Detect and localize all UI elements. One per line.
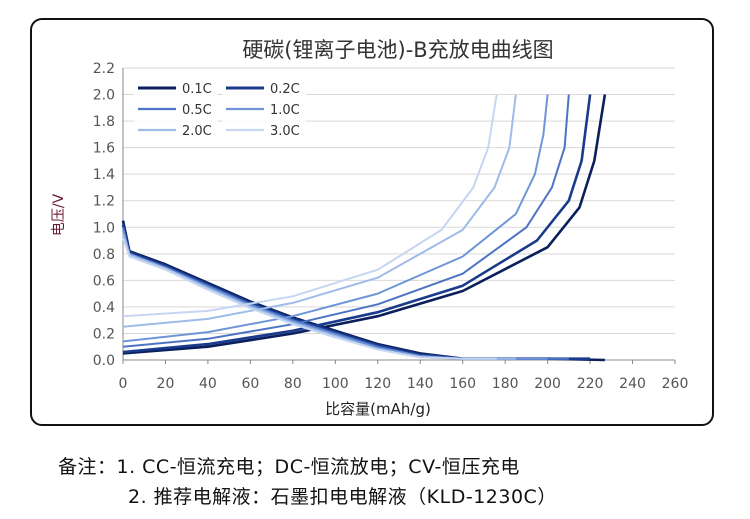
y-tick-label: 2.0 xyxy=(93,88,115,104)
charge-curve-0.1C xyxy=(122,94,607,355)
y-tick-label: 0.2 xyxy=(93,326,115,342)
x-tick-label: 120 xyxy=(364,376,391,392)
legend-label-1.0C: 1.0C xyxy=(270,103,300,118)
y-tick-label: 0.6 xyxy=(93,273,115,289)
y-tick-label: 1.4 xyxy=(93,167,115,183)
charge-curve-0.2C xyxy=(122,94,592,354)
discharge-curve-1.0C xyxy=(122,229,548,360)
charge-curve-1.0C xyxy=(122,94,549,343)
legend-label-2.0C: 2.0C xyxy=(182,124,212,139)
note-line-1: 备注：1. CC-恒流充电；DC-恒流放电；CV-恒压充电 xyxy=(58,456,520,478)
charge-discharge-chart: 硬碳(锂离子电池)-B充放电曲线图 电压/V 比容量(mAh/g) 0.0 0.2… xyxy=(51,38,689,418)
charge-curve-3.0C xyxy=(122,94,498,318)
x-tick-label: 140 xyxy=(407,376,434,392)
x-tick-label: 40 xyxy=(199,376,217,392)
legend-label-0.1C: 0.1C xyxy=(182,82,212,97)
y-tick-label: 0.0 xyxy=(93,353,115,369)
x-tick-label: 20 xyxy=(157,376,175,392)
y-tick-label: 1.8 xyxy=(93,114,115,130)
charge-curve-2.0C xyxy=(122,94,517,328)
chart-title: 硬碳(锂离子电池)-B充放电曲线图 xyxy=(242,38,553,62)
x-axis-label: 比容量(mAh/g) xyxy=(325,400,431,418)
x-tick-label: 240 xyxy=(619,376,646,392)
discharge-curve-3.0C xyxy=(122,237,497,360)
legend-label-0.2C: 0.2C xyxy=(270,82,300,97)
x-tick-label: 260 xyxy=(662,376,689,392)
x-tick-label: 0 xyxy=(119,376,128,392)
y-tick-label: 1.0 xyxy=(93,220,115,236)
y-tick-label: 1.6 xyxy=(93,141,115,157)
x-tick-label: 220 xyxy=(577,376,604,392)
x-tick-label: 60 xyxy=(241,376,259,392)
x-tick-label: 80 xyxy=(284,376,302,392)
legend-label-3.0C: 3.0C xyxy=(270,124,300,139)
x-tick-label: 160 xyxy=(449,376,476,392)
discharge-curve-2.0C xyxy=(122,233,516,360)
charge-curve-0.5C xyxy=(122,94,570,348)
x-tick-label: 200 xyxy=(534,376,561,392)
y-tick-label: 1.2 xyxy=(93,194,115,210)
x-tick-label: 180 xyxy=(492,376,519,392)
y-tick-label: 2.2 xyxy=(93,61,115,77)
y-tick-label: 0.8 xyxy=(93,247,115,263)
note-line-2: 2. 推荐电解液：石墨扣电电解液（KLD-1230C） xyxy=(128,486,557,508)
legend-label-0.5C: 0.5C xyxy=(182,103,212,118)
x-tick-label: 100 xyxy=(322,376,349,392)
discharge-curve-0.2C xyxy=(121,224,591,360)
y-axis-label: 电压/V xyxy=(51,193,67,236)
y-tick-label: 0.4 xyxy=(93,300,115,316)
